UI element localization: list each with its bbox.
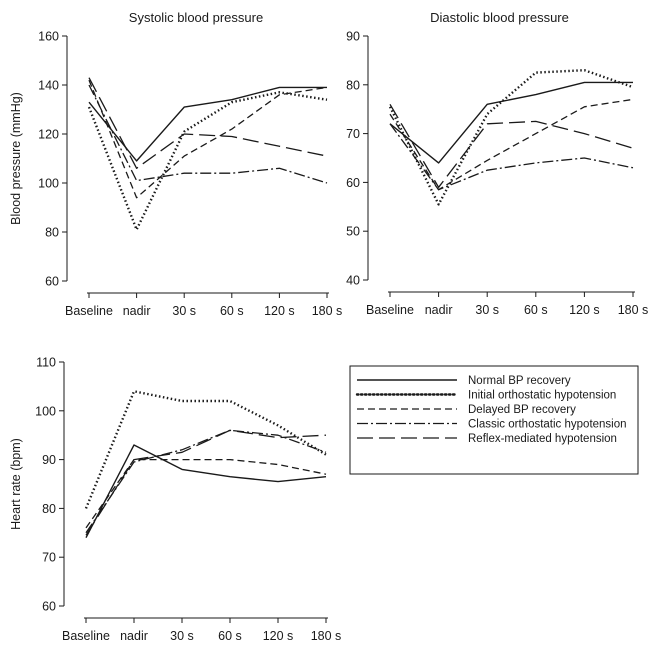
series-line-initial-orthostatic-hypotension [388, 68, 634, 206]
legend-label-normal-bp-recovery: Normal BP recovery [468, 375, 571, 387]
series-line-reflex-mediated-hypotension [85, 429, 327, 536]
series-line-normal-bp-recovery [88, 86, 327, 162]
x-tick-label-30-s: 30 s [172, 304, 196, 318]
x-tick-label-120-s: 120 s [569, 303, 600, 317]
x-tick-label-nadir: nadir [123, 304, 151, 318]
x-tick-label-60-s: 60 s [220, 304, 244, 318]
x-tick-label-180-s: 180 s [312, 304, 343, 318]
series-line-delayed-bp-recovery [85, 458, 327, 529]
y-tick-label: 70 [42, 551, 56, 565]
y-tick-label: 40 [346, 274, 360, 288]
x-tick-label-30-s: 30 s [475, 303, 499, 317]
x-tick-label-baseline: Baseline [62, 629, 110, 643]
y-tick-label: 100 [35, 404, 56, 418]
legend-label-initial-orthostatic-hypotension: Initial orthostatic hypotension [468, 390, 616, 402]
series-line-initial-orthostatic-hypotension [84, 390, 327, 509]
x-tick-label-30-s: 30 s [170, 629, 194, 643]
legend-label-reflex-mediated-hypotension: Reflex-mediated hypotension [468, 433, 617, 445]
y-tick-label: 90 [42, 453, 56, 467]
y-tick-label: 50 [346, 225, 360, 239]
x-tick-label-120-s: 120 s [263, 629, 294, 643]
chart-title: Systolic blood pressure [129, 10, 263, 25]
y-tick-label: 80 [346, 78, 360, 92]
series-line-classic-orthostatic-hypotension [389, 123, 634, 191]
x-tick-label-nadir: nadir [120, 629, 148, 643]
y-tick-label: 110 [36, 356, 56, 370]
y-tick-label: 60 [45, 275, 59, 289]
series-line-classic-orthostatic-hypotension [85, 429, 327, 534]
series-line-delayed-bp-recovery [389, 98, 634, 191]
x-tick-label-60-s: 60 s [524, 303, 548, 317]
legend-label-classic-orthostatic-hypotension: Classic orthostatic hypotension [468, 419, 627, 431]
y-axis-label: Blood pressure (mmHg) [9, 92, 23, 225]
legend-label-delayed-bp-recovery: Delayed BP recovery [468, 404, 576, 416]
series-line-delayed-bp-recovery [88, 79, 328, 199]
x-tick-label-60-s: 60 s [218, 629, 242, 643]
y-tick-label: 60 [42, 600, 56, 614]
y-tick-label: 70 [346, 127, 360, 141]
legend-box [349, 365, 639, 475]
diastolic-panel: 40 50 60 70 80 90 Baseline nadir 30 s 60 s 120 s 18… [346, 10, 648, 317]
y-tick-label: 140 [38, 79, 59, 93]
x-tick-label-nadir: nadir [425, 303, 453, 317]
y-axis-label: Heart rate (bpm) [9, 438, 23, 530]
x-tick-label-baseline: Baseline [65, 304, 113, 318]
x-tick-label-180-s: 180 s [618, 303, 649, 317]
series-line-reflex-mediated-hypotension [389, 103, 634, 188]
series-line-initial-orthostatic-hypotension [87, 91, 328, 231]
y-tick-label: 90 [346, 30, 360, 44]
chart-title: Diastolic blood pressure [430, 10, 569, 25]
x-tick-label-baseline: Baseline [366, 303, 414, 317]
series-line-normal-bp-recovery [389, 81, 633, 164]
series-line-reflex-mediated-hypotension [88, 77, 328, 169]
x-tick-label-180-s: 180 s [311, 629, 342, 643]
y-tick-label: 160 [38, 30, 59, 44]
x-tick-label-120-s: 120 s [264, 304, 295, 318]
series-line-classic-orthostatic-hypotension [88, 84, 328, 184]
legend: Normal BP recovery Initial orthostatic hy… [349, 365, 639, 475]
y-tick-label: 80 [42, 502, 56, 516]
y-tick-label: 120 [38, 128, 59, 142]
series-line-normal-bp-recovery [85, 444, 327, 539]
heart-rate-panel: 60 70 80 90 100 110 Baseline nadir 30 s 60 s 120 s… [9, 356, 341, 644]
y-tick-label: 100 [38, 177, 59, 191]
y-tick-label: 60 [346, 176, 360, 190]
y-tick-label: 80 [45, 226, 59, 240]
systolic-panel: 60 80 100 120 140 160 Baseline nadir 30 s 60 s 120… [9, 10, 342, 318]
